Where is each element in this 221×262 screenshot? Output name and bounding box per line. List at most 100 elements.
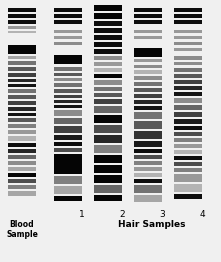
Bar — [54, 42, 82, 45]
Bar — [54, 126, 82, 133]
Bar — [54, 176, 82, 184]
Bar — [134, 36, 162, 39]
Bar — [54, 186, 82, 194]
Bar — [94, 74, 122, 78]
Bar — [94, 195, 122, 201]
Bar — [174, 168, 202, 172]
Bar — [54, 118, 82, 124]
Bar — [8, 143, 36, 147]
Bar — [174, 98, 202, 103]
Bar — [134, 112, 162, 119]
Bar — [54, 55, 82, 64]
Bar — [134, 59, 162, 62]
Text: 1: 1 — [79, 210, 85, 219]
Bar — [94, 21, 122, 26]
Bar — [174, 132, 202, 136]
Bar — [8, 167, 36, 171]
Bar — [8, 84, 36, 87]
Bar — [94, 175, 122, 183]
Bar — [134, 70, 162, 74]
Bar — [8, 101, 36, 105]
Bar — [54, 14, 82, 18]
Bar — [8, 95, 36, 99]
Bar — [8, 26, 36, 29]
Bar — [94, 93, 122, 97]
Bar — [8, 14, 36, 18]
Bar — [134, 149, 162, 153]
Bar — [174, 48, 202, 51]
Bar — [134, 88, 162, 92]
Bar — [94, 115, 122, 123]
Bar — [134, 106, 162, 110]
Bar — [94, 99, 122, 104]
Bar — [174, 138, 202, 142]
Bar — [8, 79, 36, 82]
Bar — [54, 100, 82, 103]
Bar — [8, 149, 36, 153]
Bar — [54, 78, 82, 81]
Bar — [174, 8, 202, 12]
Bar — [174, 156, 202, 160]
Bar — [8, 155, 36, 159]
Bar — [94, 87, 122, 91]
Bar — [174, 112, 202, 117]
Text: Blood
Sample: Blood Sample — [6, 220, 38, 239]
Bar — [8, 113, 36, 116]
Bar — [54, 8, 82, 12]
Bar — [54, 36, 82, 39]
Bar — [94, 125, 122, 133]
Bar — [94, 135, 122, 143]
Bar — [54, 110, 82, 116]
Bar — [134, 76, 162, 80]
Bar — [8, 118, 36, 122]
Bar — [174, 68, 202, 72]
Bar — [134, 195, 162, 202]
Bar — [54, 67, 82, 71]
Bar — [134, 20, 162, 24]
Bar — [134, 30, 162, 33]
Bar — [174, 184, 202, 192]
Bar — [94, 62, 122, 66]
Bar — [134, 65, 162, 68]
Bar — [8, 67, 36, 71]
Bar — [174, 30, 202, 33]
Bar — [54, 196, 82, 201]
Bar — [134, 131, 162, 139]
Bar — [134, 185, 162, 193]
Bar — [94, 80, 122, 85]
Bar — [174, 150, 202, 154]
Bar — [54, 89, 82, 93]
Bar — [54, 142, 82, 146]
Bar — [8, 73, 36, 77]
Bar — [8, 45, 36, 54]
Bar — [174, 80, 202, 84]
Text: 2: 2 — [119, 210, 125, 219]
Bar — [8, 161, 36, 165]
Bar — [134, 14, 162, 18]
Bar — [8, 31, 36, 33]
Bar — [54, 83, 82, 87]
Bar — [8, 107, 36, 111]
Bar — [134, 48, 162, 57]
Bar — [94, 68, 122, 72]
Bar — [94, 145, 122, 153]
Bar — [134, 167, 162, 171]
Bar — [8, 8, 36, 12]
Bar — [174, 56, 202, 60]
Bar — [134, 8, 162, 12]
Bar — [94, 28, 122, 33]
Bar — [134, 82, 162, 86]
Bar — [8, 56, 36, 59]
Bar — [54, 154, 82, 174]
Bar — [54, 105, 82, 108]
Bar — [8, 61, 36, 65]
Bar — [134, 179, 162, 183]
Bar — [94, 56, 122, 60]
Bar — [94, 42, 122, 47]
Bar — [54, 73, 82, 76]
Bar — [134, 121, 162, 129]
Bar — [54, 20, 82, 24]
Bar — [8, 130, 36, 134]
Bar — [54, 148, 82, 152]
Bar — [54, 30, 82, 33]
